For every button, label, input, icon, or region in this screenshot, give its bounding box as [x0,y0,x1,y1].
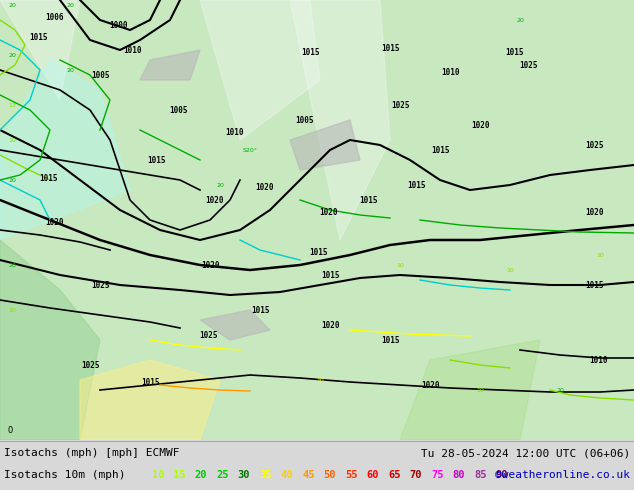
Text: 1020: 1020 [586,207,604,217]
Text: S20°: S20° [243,147,257,152]
Polygon shape [0,0,634,440]
Text: 1015: 1015 [29,32,48,42]
Text: 1006: 1006 [46,13,64,22]
Text: 25: 25 [216,470,229,480]
Text: 1015: 1015 [141,377,159,387]
Text: 1015: 1015 [506,48,524,56]
Text: 1010: 1010 [441,68,459,76]
Text: 1015: 1015 [321,270,339,279]
Text: 10: 10 [396,263,404,268]
Text: 20: 20 [8,2,16,7]
Polygon shape [200,310,270,340]
Text: 1015: 1015 [39,173,57,182]
Text: 10: 10 [152,470,164,480]
Text: 1025: 1025 [519,60,537,70]
Text: 1005: 1005 [295,116,314,124]
Text: 10: 10 [476,388,484,392]
Text: 1015: 1015 [301,48,320,56]
Text: 1015: 1015 [381,44,399,52]
Polygon shape [140,50,200,80]
Text: 10: 10 [596,252,604,258]
Text: 65: 65 [388,470,401,480]
Text: 0: 0 [8,426,13,435]
Text: 20: 20 [216,182,224,188]
Text: 20: 20 [8,52,16,57]
Text: 75: 75 [431,470,444,480]
Text: 35: 35 [259,470,272,480]
Text: 1005: 1005 [91,71,109,79]
Polygon shape [200,0,320,140]
Text: 20: 20 [66,2,74,7]
Text: 1025: 1025 [91,280,109,290]
Text: 10: 10 [8,138,16,143]
Text: 1025: 1025 [81,361,100,369]
Text: ©weatheronline.co.uk: ©weatheronline.co.uk [495,470,630,480]
Polygon shape [290,0,390,240]
Text: 20: 20 [8,177,16,182]
Text: 1015: 1015 [408,180,426,190]
Polygon shape [0,0,80,100]
Text: 1015: 1015 [309,247,327,256]
Text: 45: 45 [302,470,314,480]
Text: 1020: 1020 [206,196,224,204]
Text: 1020: 1020 [471,121,489,129]
Polygon shape [0,60,130,240]
Text: 1015: 1015 [359,196,377,204]
Polygon shape [400,340,540,440]
Text: 20: 20 [556,388,564,392]
Polygon shape [0,240,100,440]
Text: 1020: 1020 [256,182,275,192]
Text: 1015: 1015 [146,155,165,165]
Text: 20: 20 [516,18,524,23]
Text: 10: 10 [8,308,16,313]
Text: 30: 30 [238,470,250,480]
Text: 13: 13 [8,102,16,107]
Text: 1025: 1025 [391,100,410,109]
Text: 1010: 1010 [124,46,142,54]
Text: 50: 50 [324,470,336,480]
Text: 70: 70 [410,470,422,480]
Text: 80: 80 [453,470,465,480]
Text: 20: 20 [195,470,207,480]
Text: 1020: 1020 [46,218,64,226]
Polygon shape [290,120,360,170]
Text: 85: 85 [474,470,487,480]
Text: 20: 20 [8,263,16,268]
Text: 1015: 1015 [586,280,604,290]
Text: 1000: 1000 [109,21,127,29]
Text: 10: 10 [506,268,514,272]
Text: 10: 10 [316,377,324,383]
Text: 1015: 1015 [381,336,399,344]
Text: 20: 20 [66,68,74,73]
Text: 1005: 1005 [169,105,187,115]
Text: 1020: 1020 [319,207,337,217]
Text: 1010: 1010 [226,127,244,137]
Text: Isotachs (mph) [mph] ECMWF: Isotachs (mph) [mph] ECMWF [4,448,179,458]
Text: 90: 90 [496,470,508,480]
Text: 60: 60 [366,470,379,480]
Text: 1010: 1010 [589,356,607,365]
Text: 1020: 1020 [201,261,219,270]
Text: 40: 40 [281,470,294,480]
Text: 1020: 1020 [421,381,439,390]
Text: 1015: 1015 [430,146,450,154]
Text: 15: 15 [173,470,186,480]
Text: 55: 55 [346,470,358,480]
Text: 1020: 1020 [321,320,339,329]
Polygon shape [80,360,220,440]
Text: Tu 28-05-2024 12:00 UTC (06+06): Tu 28-05-2024 12:00 UTC (06+06) [421,448,630,458]
Text: 1025: 1025 [198,330,217,340]
Text: 1025: 1025 [586,141,604,149]
Text: 1015: 1015 [251,305,269,315]
Text: Isotachs 10m (mph): Isotachs 10m (mph) [4,470,126,480]
